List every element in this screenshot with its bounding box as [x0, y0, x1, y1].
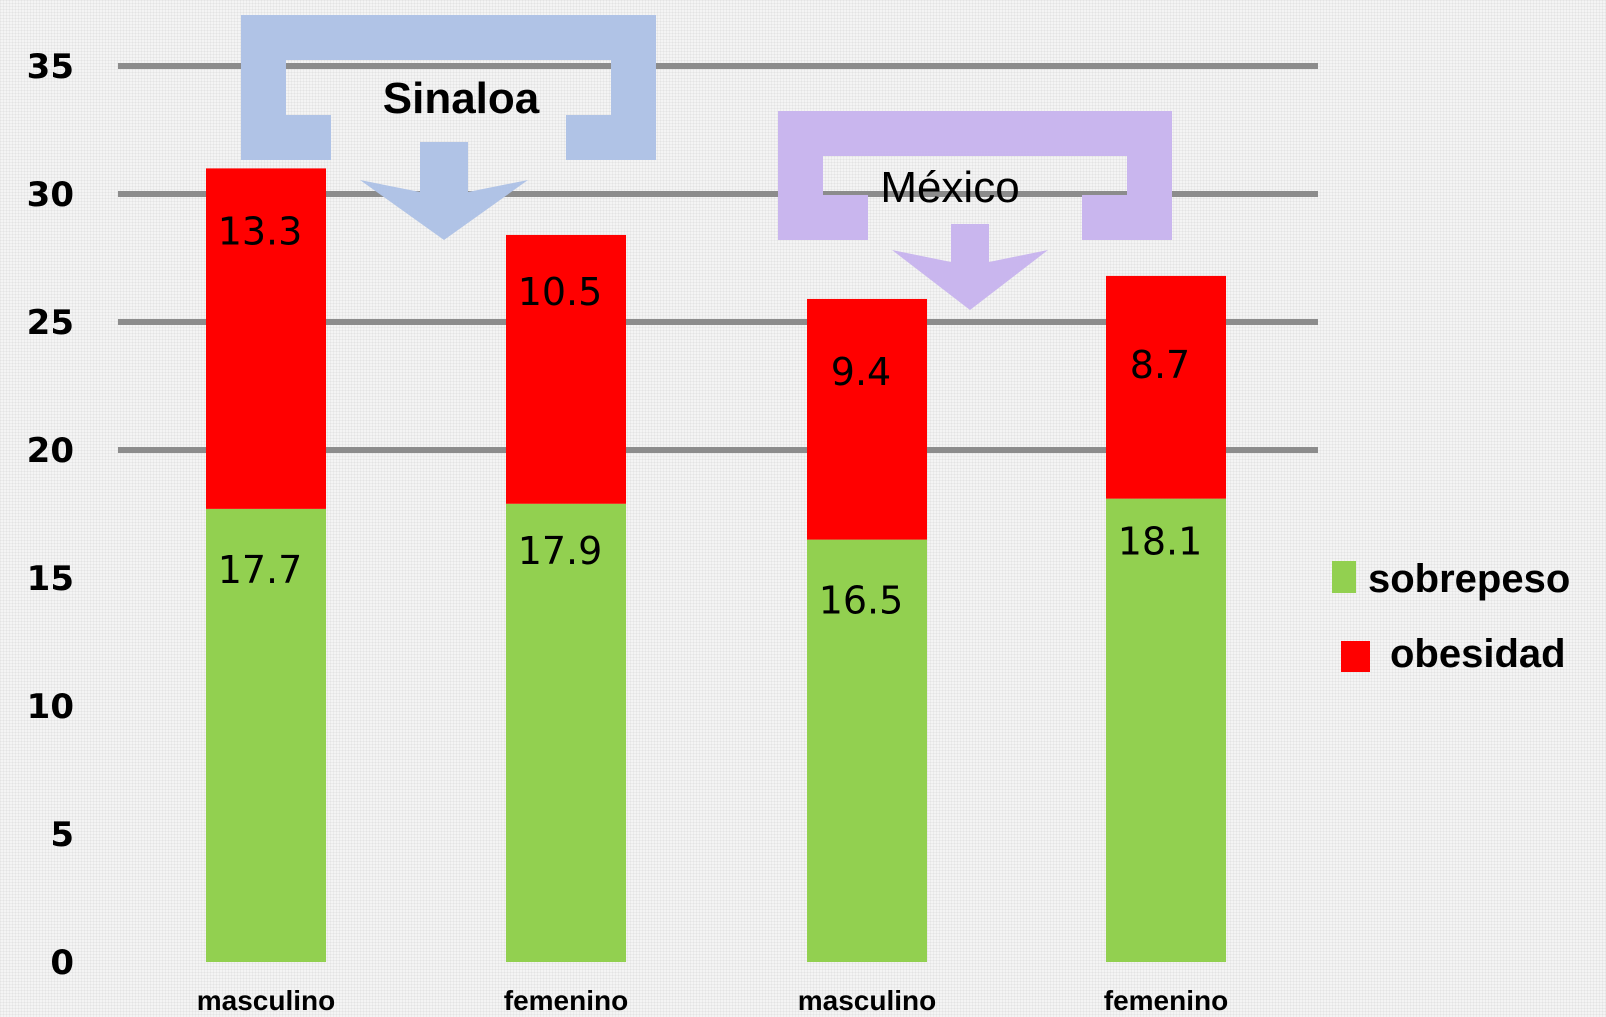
- data-label-sobrepeso: 18.1: [1118, 520, 1203, 564]
- data-label-obesidad: 9.4: [831, 350, 891, 394]
- bar-obesidad: [807, 298, 927, 540]
- y-tick-label: 20: [27, 431, 74, 471]
- legend-label-sobrepeso: sobrepeso: [1368, 557, 1570, 601]
- y-tick-label: 5: [50, 815, 74, 855]
- data-label-obesidad: 8.7: [1130, 343, 1190, 387]
- legend-label-obesidad: obesidad: [1390, 632, 1566, 676]
- group-arrow-icon: [892, 224, 1048, 310]
- data-label-obesidad: 10.5: [518, 270, 603, 314]
- y-tick-label: 25: [27, 303, 74, 343]
- x-category-label: masculino: [197, 985, 335, 1016]
- legend: sobrepeso obesidad: [1332, 557, 1570, 676]
- data-label-sobrepeso: 17.9: [518, 529, 603, 573]
- y-axis-ticks: 0 5 10 15 20 25 30 35: [27, 47, 74, 983]
- y-tick-label: 30: [27, 175, 74, 215]
- bar-obesidad: [1106, 275, 1226, 499]
- group-brackets: Sinaloa México: [241, 15, 1172, 310]
- x-category-label: femenino: [1104, 985, 1228, 1016]
- data-label-sobrepeso: 16.5: [819, 579, 904, 623]
- y-tick-label: 10: [27, 687, 74, 727]
- x-category-label: femenino: [504, 985, 628, 1016]
- bar-sobrepeso: [206, 508, 326, 962]
- group-bracket: [778, 111, 1172, 240]
- group-bracket: [241, 15, 656, 160]
- bar-sobrepeso: [506, 503, 626, 962]
- y-tick-label: 15: [27, 559, 74, 599]
- bar-sobrepeso: [807, 539, 927, 962]
- legend-swatch-obesidad: [1341, 641, 1370, 672]
- data-label-sobrepeso: 17.7: [218, 548, 303, 592]
- bar-obesidad: [206, 168, 326, 509]
- group-label: México: [880, 163, 1019, 212]
- x-axis-categories: masculino femenino masculino femenino: [197, 985, 1228, 1016]
- legend-swatch-sobrepeso: [1332, 561, 1356, 593]
- data-label-obesidad: 13.3: [218, 209, 303, 253]
- bar-sobrepeso: [1106, 498, 1226, 962]
- y-tick-label: 35: [27, 47, 74, 87]
- x-category-label: masculino: [798, 985, 936, 1016]
- bars: [206, 168, 1226, 962]
- group-label: Sinaloa: [383, 74, 540, 123]
- group-arrow-icon: [360, 142, 528, 240]
- y-tick-label: 0: [50, 943, 74, 983]
- bar-obesidad: [506, 234, 626, 504]
- data-labels: 17.7 13.3 17.9 10.5 16.5 9.4 18.1 8.7: [218, 209, 1203, 622]
